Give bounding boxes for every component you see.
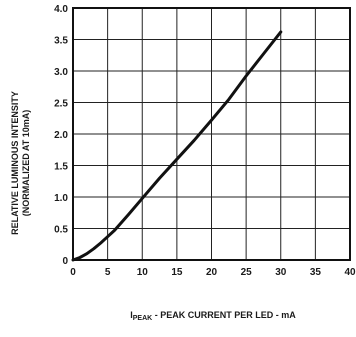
x-tick-label: 30 — [275, 267, 287, 278]
x-tick-label: 25 — [241, 267, 253, 278]
x-axis-title-rest: - PEAK CURRENT PER LED - mA — [152, 310, 296, 320]
x-axis-title: IPEAK - PEAK CURRENT PER LED - mA — [130, 310, 296, 322]
plot-frame — [72, 7, 351, 261]
tick-labels: 0 5 10 15 20 25 30 35 40 0 0.5 1.0 1.5 2.0 2.5 3.0 3.5 4.… — [54, 4, 356, 278]
x-tick-label: 35 — [310, 267, 322, 278]
y-tick-label: 3.0 — [54, 67, 68, 78]
x-tick-label: 10 — [137, 267, 149, 278]
y-tick-label: 0.5 — [54, 225, 68, 236]
y-tick-label: 1.0 — [54, 193, 68, 204]
y-tick-label: 2.5 — [54, 99, 68, 110]
y-tick-label: 4.0 — [54, 4, 68, 15]
grid — [73, 8, 350, 260]
y-tick-label: 1.5 — [54, 162, 68, 173]
y-tick-label: 3.5 — [54, 36, 68, 47]
x-tick-label: 15 — [171, 267, 183, 278]
y-tick-label: 2.0 — [54, 130, 68, 141]
y-axis-title: RELATIVE LUMINOUS INTENSITY (NORMALIZED … — [10, 91, 31, 235]
x-tick-label: 0 — [70, 267, 76, 278]
x-tick-label: 5 — [105, 267, 111, 278]
y-axis-title-line2: (NORMALIZED AT 10mA) — [21, 110, 31, 217]
x-tick-label: 40 — [344, 267, 356, 278]
y-axis-title-line1: RELATIVE LUMINOUS INTENSITY — [10, 91, 20, 235]
x-tick-label: 20 — [206, 267, 218, 278]
intensity-curve — [71, 30, 283, 262]
x-axis-title-prefix: I — [130, 310, 133, 320]
x-axis-title-subscript: PEAK — [133, 315, 152, 322]
y-tick-label: 0 — [62, 256, 68, 267]
